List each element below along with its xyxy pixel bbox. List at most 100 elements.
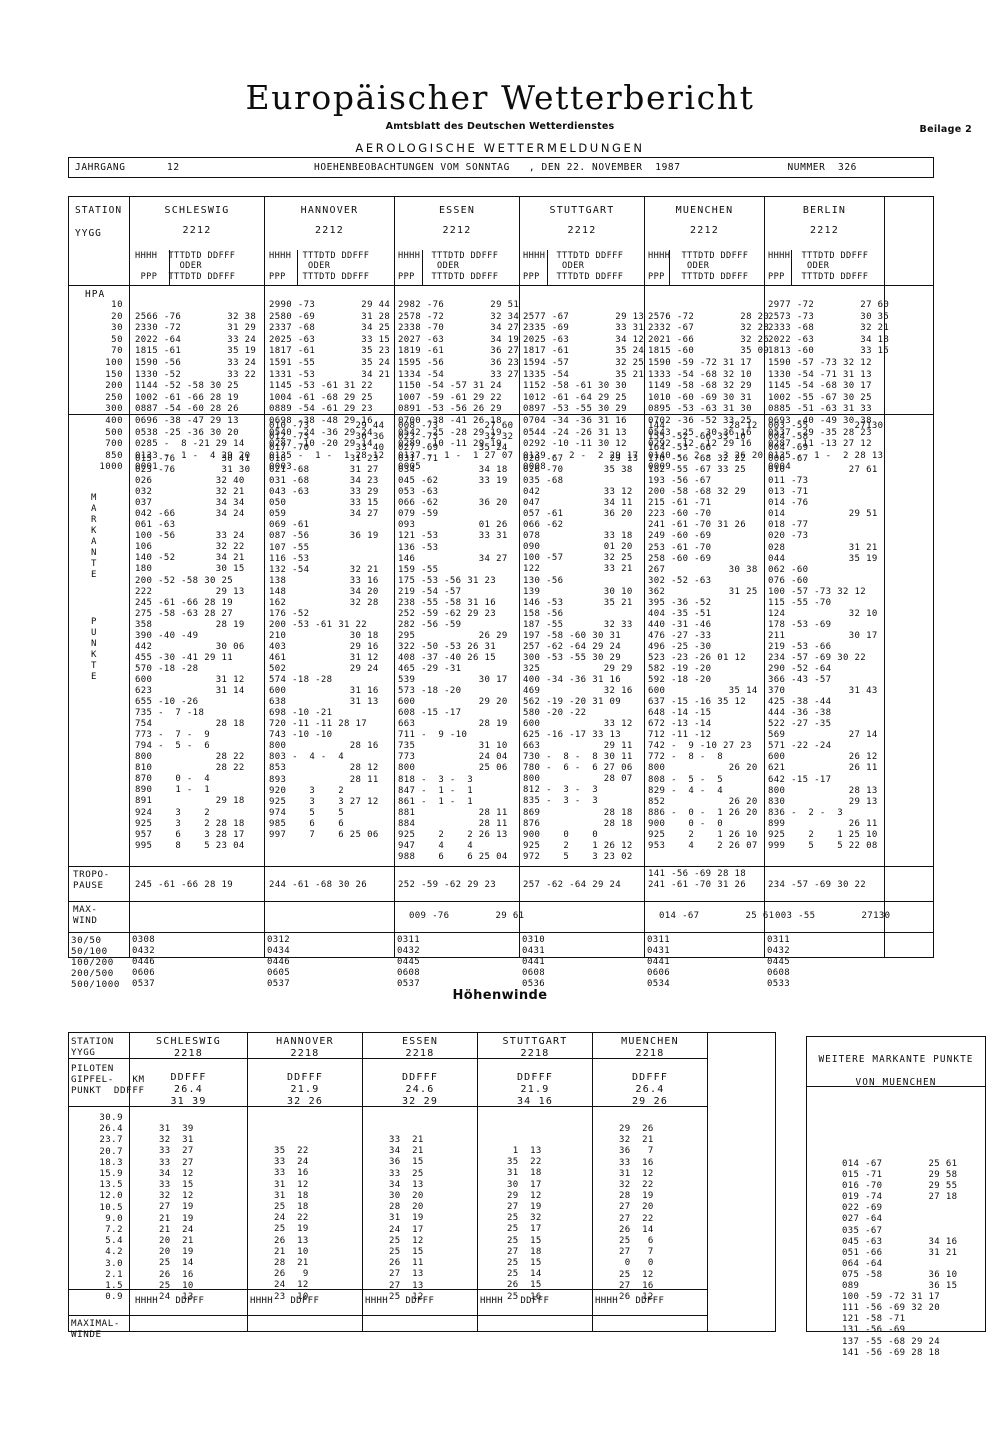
maxwind-extra-essen: 009 -76 29 61 <box>409 911 525 921</box>
station-name: MUENCHEN <box>675 205 734 216</box>
weitere-header: WEITERE MARKANTE PUNKTE VON MUENCHEN <box>807 1037 985 1088</box>
station-yygg: 2218 <box>174 1048 203 1059</box>
row-divider <box>69 1315 707 1317</box>
peak-km: 21.9 <box>290 1084 320 1095</box>
hw-format-footer: HHHH DDFFF <box>250 1296 320 1306</box>
station-name: MUENCHEN <box>621 1036 679 1047</box>
col-divider <box>707 1033 709 1331</box>
maxwind-essen: 0311 0432 0445 0608 0537 <box>397 935 421 990</box>
maxwind-schleswig: 0308 0432 0446 0606 0537 <box>132 935 156 990</box>
standard-levels-muenchen: 2576 -72 28 20 2332 -67 32 28 2021 -66 3… <box>648 311 770 473</box>
maxwind-stuttgart: 0310 0431 0441 0608 0536 <box>522 935 546 990</box>
station-name: STUTTGART <box>502 1036 568 1047</box>
hw-format-footer: HHHH DDFFF <box>365 1296 435 1306</box>
col-divider <box>129 1033 131 1331</box>
col-divider <box>519 197 521 957</box>
markante-punkte-hannover: 010 -73 29 44 012 -73 30 36 017 -70 33 4… <box>269 421 385 840</box>
ddfff-label: DDFFF <box>401 1072 439 1083</box>
col-divider <box>129 197 131 957</box>
format-legend: HHHH TTTDTD DDFFF ODER PPP TTTDTD DDFFF <box>648 251 749 282</box>
station-yygg: 2218 <box>290 1048 320 1059</box>
standard-levels-schleswig: 2566 -76 32 38 2330 -72 31 29 2022 -64 3… <box>135 311 257 473</box>
format-legend: HHHH TTTDTD DDFFF ODER PPP TTTDTD DDFFF <box>768 251 869 282</box>
station-name: ESSEN <box>401 1036 439 1047</box>
col-divider <box>884 197 886 957</box>
format-legend: HHHH TTTDTD DDFFF ODER PPP TTTDTD DDFFF <box>523 251 624 282</box>
hw-pilot-label: PILOTEN GIPFEL- KM PUNKT DDFFF <box>71 1063 145 1096</box>
row-divider <box>69 1106 707 1108</box>
row-divider <box>69 1289 707 1291</box>
station-name: HANNOVER <box>276 1036 334 1047</box>
col-divider <box>592 1033 594 1331</box>
fmt-divider <box>547 250 548 285</box>
row-divider <box>69 866 933 868</box>
fmt-divider <box>297 250 298 285</box>
maxwind-layer-labels: 30/50 50/100 100/200 200/500 500/1000 <box>71 935 121 990</box>
row-divider <box>69 932 933 934</box>
station-yygg: 2212 <box>182 225 212 236</box>
tropopause-essen: 252 -59 -62 29 23 <box>398 880 497 890</box>
weitere-rows: 014 -67 25 61 015 -71 29 58 016 -70 29 5… <box>842 1159 958 1358</box>
station-name: ESSEN <box>438 205 476 216</box>
station-row-label: STATION <box>75 205 123 216</box>
col-divider <box>264 197 266 957</box>
page-title: Europäischer Wetterbericht <box>245 78 755 117</box>
station-header-schleswig: SCHLESWIG 2212 <box>130 197 264 236</box>
masthead-subtitle: Amtsblatt des Deutschen Wetterdienstes <box>385 121 615 132</box>
tropopause-muenchen: 141 -56 -69 28 18 241 -61 -70 31 26 <box>648 869 747 891</box>
tropopause-label: TROPO- PAUSE <box>73 869 110 891</box>
station-yygg: 2218 <box>405 1048 435 1059</box>
maxwind-muenchen: 0311 0431 0441 0606 0534 <box>647 935 671 990</box>
ddfff-label: DDFFF <box>516 1072 554 1083</box>
col-divider <box>644 197 646 957</box>
station-header-hannover: HANNOVER 2212 <box>265 197 394 236</box>
fmt-divider <box>422 250 423 285</box>
tropopause-hannover: 244 -61 -68 30 26 <box>269 880 368 890</box>
hw-station-header-schleswig: SCHLESWIG 2218 DDFFF 26.4 31 39 <box>130 1027 247 1107</box>
markante-punkte-essen: 008 -73 27 60 023 -73 32 32 027 -69 35 2… <box>398 421 514 862</box>
hw-maxwind-label: MAXIMAL- WINDE <box>71 1318 121 1340</box>
peak-km: 21.9 <box>520 1084 550 1095</box>
col-divider <box>394 197 396 957</box>
observation-date: HOEHENBEOBACHTUNGEN VOM SONNTAG , DEN 22… <box>314 162 681 173</box>
row-divider <box>69 285 933 287</box>
beilage-label: Beilage 2 <box>919 124 972 135</box>
altitude-labels: 30.9 26.4 23.7 20.7 18.3 15.9 13.5 12.0 … <box>99 1113 123 1303</box>
markante-punkte-muenchen: 144 28 12 155 -52 -66 33 10 164 -53 -66 … <box>648 421 758 851</box>
maxwind-hannover: 0312 0434 0446 0605 0537 <box>267 935 291 990</box>
hw-format-footer: HHHH DDFFF <box>135 1296 205 1306</box>
station-header-muenchen: MUENCHEN 2212 <box>645 197 764 236</box>
weitere-heading-line2: VON MUENCHEN <box>855 1077 937 1088</box>
station-name: SCHLESWIG <box>156 1036 221 1047</box>
standard-levels-hannover: 2990 -73 29 44 2580 -69 31 28 2337 -68 3… <box>269 300 391 473</box>
format-legend: HHHH TTTDTD DDFFF ODER PPP TTTDTD DDFFF <box>135 251 236 282</box>
maxwind-extra-muenchen: 014 -67 25 61 <box>659 911 775 921</box>
peak-km: 26.4 <box>174 1084 203 1095</box>
hoehenwinde-title: Höhenwinde <box>452 988 548 1003</box>
fmt-divider <box>669 250 670 285</box>
hw-winds-stuttgart: 1 13 35 22 31 18 30 17 29 12 27 19 25 32… <box>507 1146 542 1302</box>
hw-winds-schleswig: 31 39 32 31 33 27 33 27 34 12 33 15 32 1… <box>159 1124 194 1303</box>
maxwind-berlin: 0311 0432 0445 0608 0533 <box>767 935 791 990</box>
yygg-row-label: YYGG <box>75 228 102 239</box>
hw-station-header-hannover: HANNOVER 2218 DDFFF 21.9 32 26 <box>248 1027 362 1107</box>
weitere-heading-line1: WEITERE MARKANTE PUNKTE <box>818 1054 974 1065</box>
format-legend: HHHH TTTDTD DDFFF ODER PPP TTTDTD DDFFF <box>398 251 499 282</box>
format-legend: HHHH TTTDTD DDFFF ODER PPP TTTDTD DDFFF <box>269 251 370 282</box>
station-name: STUTTGART <box>549 205 615 216</box>
hw-format-footer: HHHH DDFFF <box>480 1296 550 1306</box>
hw-winds-hannover: 35 22 33 24 33 16 31 12 31 18 25 18 24 2… <box>274 1146 309 1302</box>
hw-winds-muenchen: 29 26 32 21 36 7 33 16 31 12 32 22 28 19… <box>619 1124 654 1303</box>
standard-levels-stuttgart: 2577 -67 29 13 2335 -69 33 31 2025 -63 3… <box>523 311 645 473</box>
hw-station-header-muenchen: MUENCHEN 2218 DDFFF 26.4 29 26 <box>593 1027 707 1107</box>
maxwind-extra-berlin: 003 -55 27130 <box>775 911 891 921</box>
station-yygg: 2212 <box>567 225 597 236</box>
ddfff-label: DDFFF <box>631 1072 669 1083</box>
station-yygg: 2212 <box>442 225 472 236</box>
punkte-side-label: P U N K T E <box>91 617 97 683</box>
fmt-divider <box>791 250 792 285</box>
masthead-section-title: AEROLOGISCHE WETTERMELDUNGEN <box>355 141 645 155</box>
col-divider <box>247 1033 249 1331</box>
peak-km: 26.4 <box>635 1084 665 1095</box>
